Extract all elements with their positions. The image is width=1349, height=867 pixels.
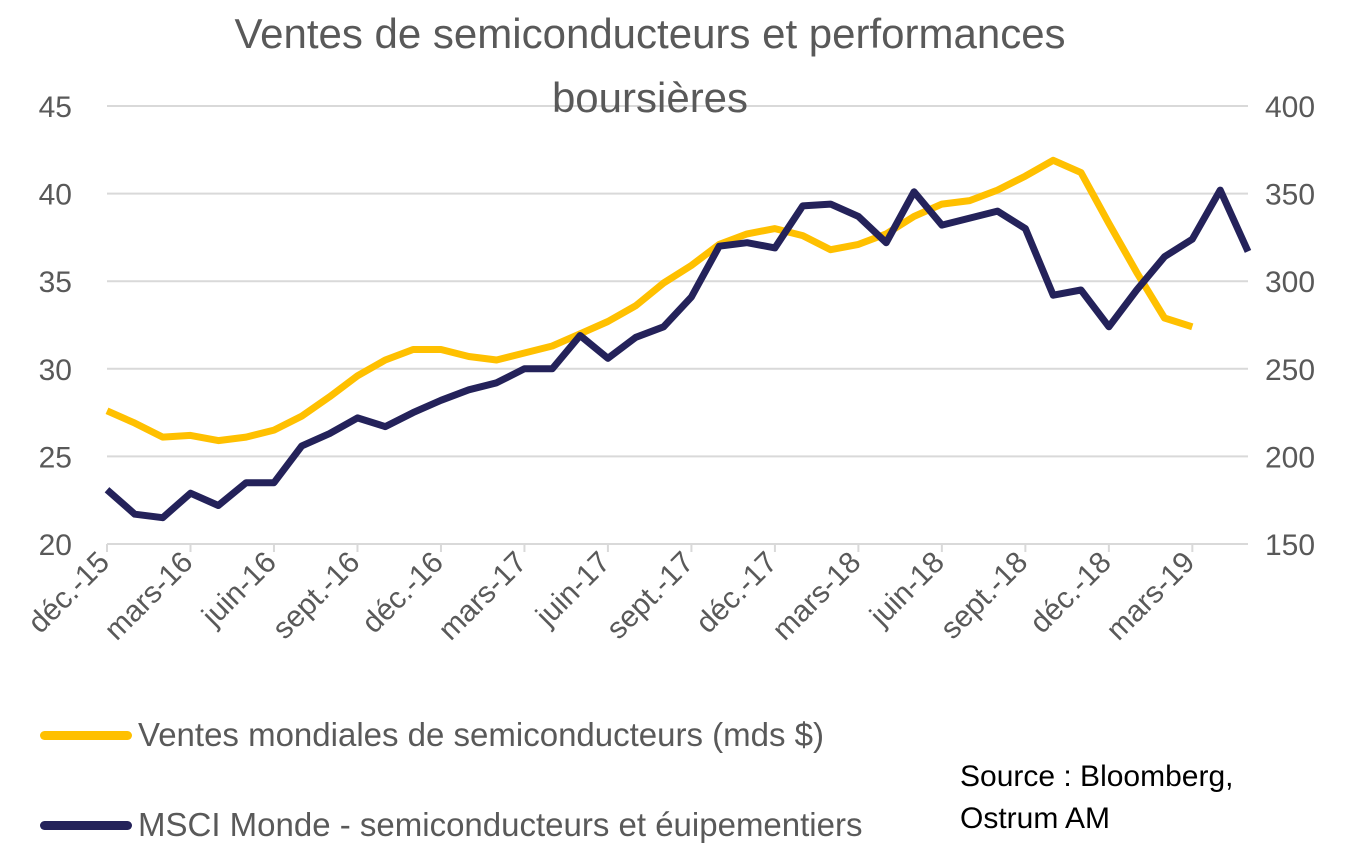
y-left-tick-label: 40 xyxy=(39,179,72,212)
x-tick-label: mars-17 xyxy=(432,546,533,647)
x-tick-label: mars-16 xyxy=(98,546,199,647)
x-tick-label: mars-18 xyxy=(766,546,867,647)
source-line-2: Ostrum AM xyxy=(960,802,1111,835)
legend-swatch-msci xyxy=(40,820,132,830)
y-left-tick-label: 35 xyxy=(39,266,72,299)
series-line-sales xyxy=(105,156,1194,445)
y-left-tick-label: 25 xyxy=(39,441,72,474)
y-right-tick-label: 350 xyxy=(1265,179,1315,212)
y-left-tick-label: 20 xyxy=(39,529,72,562)
y-right-tick-label: 300 xyxy=(1265,266,1315,299)
y-right-axis: 150 200 250 300 350 400 xyxy=(1265,91,1315,562)
legend-label-msci: MSCI Monde - semiconducteurs et éuipemen… xyxy=(138,806,863,843)
x-tick-label: sept.-16 xyxy=(266,546,366,646)
y-left-axis: 20 25 30 35 40 45 xyxy=(39,91,72,562)
legend-item-msci: MSCI Monde - semiconducteurs et éuipemen… xyxy=(40,806,863,844)
x-tick-label: sept.-17 xyxy=(600,546,700,646)
legend-label-sales: Ventes mondiales de semiconducteurs (mds… xyxy=(138,716,825,753)
legend-swatch-sales xyxy=(40,730,132,740)
y-right-tick-label: 200 xyxy=(1265,441,1315,474)
series-line-msci xyxy=(104,186,1252,522)
x-tick-label: sept.-18 xyxy=(934,546,1034,646)
series-layer xyxy=(104,156,1252,522)
x-axis: déc.-15mars-16juin-16sept.-16déc.-16mars… xyxy=(22,543,1248,647)
y-left-tick-label: 45 xyxy=(39,91,72,124)
y-right-tick-label: 400 xyxy=(1265,91,1315,124)
y-right-tick-label: 150 xyxy=(1265,529,1315,562)
chart-title-line-1: Ventes de semiconducteurs et performance… xyxy=(234,10,1066,57)
source-line-1: Source : Bloomberg, xyxy=(960,760,1234,793)
chart-title-line-2: boursières xyxy=(551,74,749,121)
legend-item-sales: Ventes mondiales de semiconducteurs (mds… xyxy=(40,716,824,754)
source-note: Source : Bloomberg, Ostrum AM xyxy=(960,756,1233,840)
y-right-tick-label: 250 xyxy=(1265,354,1315,387)
y-left-tick-label: 30 xyxy=(39,354,72,387)
x-tick-label: mars-19 xyxy=(1100,546,1201,647)
